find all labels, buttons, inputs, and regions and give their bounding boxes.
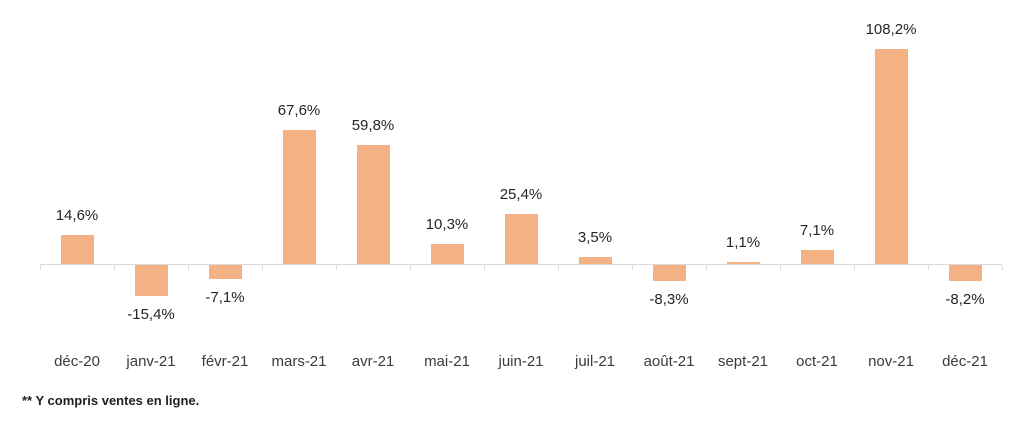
x-axis-tick <box>484 265 485 270</box>
x-axis-tick <box>1002 265 1003 270</box>
x-axis-tick <box>410 265 411 270</box>
bar-value-label: 14,6% <box>55 206 99 224</box>
bar-value-label: -8,2% <box>945 291 985 309</box>
bar-avr-21 <box>356 145 390 264</box>
x-axis-line <box>40 264 1002 265</box>
bar-août-21 <box>652 265 686 282</box>
x-axis-label: juil-21 <box>574 353 616 370</box>
x-axis-label: oct-21 <box>796 353 838 370</box>
x-axis-label: févr-21 <box>201 353 249 370</box>
bar-mai-21 <box>430 243 464 264</box>
bar-juil-21 <box>578 257 612 264</box>
bar-value-label: 3,5% <box>577 229 613 247</box>
bar-oct-21 <box>800 249 834 264</box>
bar-value-label: 1,1% <box>725 233 761 251</box>
bar-value-label: 67,6% <box>277 101 321 119</box>
x-axis-tick <box>40 265 41 270</box>
footnote: ** Y compris ventes en ligne. <box>22 393 200 408</box>
bar-sept-21 <box>726 261 760 264</box>
x-axis-tick <box>780 265 781 270</box>
x-axis-tick <box>188 265 189 270</box>
x-axis-label: août-21 <box>643 353 695 370</box>
bar-janv-21 <box>134 265 168 296</box>
x-axis-tick <box>706 265 707 270</box>
bar-févr-21 <box>208 265 242 280</box>
x-axis-label: juin-21 <box>498 353 544 370</box>
x-axis-label: sept-21 <box>717 353 769 370</box>
x-axis-tick <box>632 265 633 270</box>
x-axis-label: avr-21 <box>351 353 395 370</box>
bar-value-label: 7,1% <box>799 221 835 239</box>
bar-value-label: 25,4% <box>499 185 543 203</box>
bar-mars-21 <box>282 129 316 264</box>
bar-value-label: -15,4% <box>127 305 175 323</box>
bar-value-label: -8,3% <box>649 291 689 309</box>
x-axis-label: mars-21 <box>271 353 327 370</box>
x-axis-label: janv-21 <box>126 353 176 370</box>
bar-nov-21 <box>874 49 908 264</box>
x-axis-label: mai-21 <box>424 353 470 370</box>
x-axis-tick <box>336 265 337 270</box>
x-axis-label: déc-20 <box>54 353 100 370</box>
bar-value-label: 10,3% <box>425 215 469 233</box>
x-axis-label: nov-21 <box>868 353 914 370</box>
x-axis-tick <box>114 265 115 270</box>
bar-déc-21 <box>948 265 982 282</box>
bar-value-label: 59,8% <box>351 117 395 135</box>
x-axis-tick <box>558 265 559 270</box>
x-axis-tick <box>262 265 263 270</box>
x-axis-tick <box>854 265 855 270</box>
bar-juin-21 <box>504 213 538 264</box>
x-axis-tick <box>928 265 929 270</box>
bar-value-label: 108,2% <box>865 21 917 38</box>
bar-déc-20 <box>60 234 94 264</box>
x-axis-label: déc-21 <box>942 353 988 370</box>
bar-value-label: -7,1% <box>205 289 245 307</box>
